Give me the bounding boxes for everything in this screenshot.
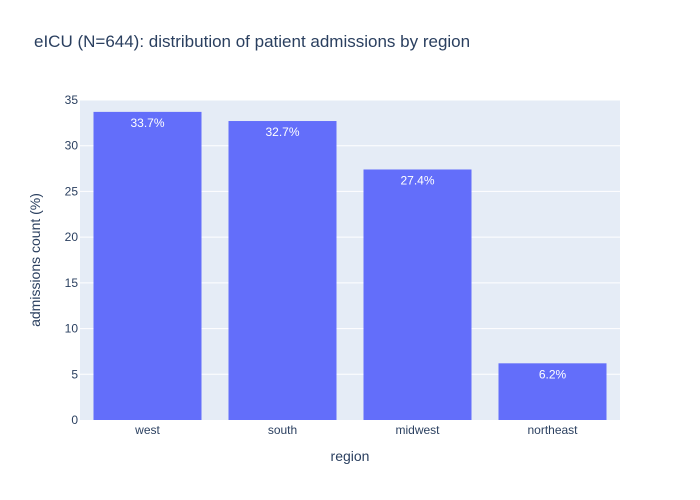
y-tick-label: 0 bbox=[71, 413, 78, 427]
y-tick-label: 20 bbox=[65, 230, 79, 244]
bar-south bbox=[228, 121, 337, 421]
x-tick-label: midwest bbox=[395, 423, 440, 437]
x-axis-title: region bbox=[331, 448, 370, 464]
bar-northeast bbox=[498, 363, 607, 420]
bar-value-label: 33.7% bbox=[130, 116, 164, 130]
y-tick-label: 5 bbox=[71, 367, 78, 381]
bars: 33.7% 32.7% 27.4% 6.2% bbox=[93, 111, 607, 421]
chart-title: eICU (N=644): distribution of patient ad… bbox=[34, 32, 471, 51]
bar-value-label: 27.4% bbox=[400, 173, 434, 187]
y-axis-title: admissions count (%) bbox=[27, 193, 43, 327]
y-tick-label: 30 bbox=[65, 139, 79, 153]
x-axis-ticks: west south midwest northeast bbox=[134, 423, 578, 437]
y-tick-label: 15 bbox=[65, 276, 79, 290]
x-tick-label: west bbox=[134, 423, 160, 437]
y-tick-label: 35 bbox=[65, 93, 79, 107]
bar-value-label: 6.2% bbox=[539, 367, 567, 381]
y-tick-label: 25 bbox=[65, 184, 79, 198]
x-tick-label: south bbox=[268, 423, 297, 437]
bar-midwest bbox=[363, 169, 472, 420]
x-tick-label: northeast bbox=[527, 423, 578, 437]
y-tick-label: 10 bbox=[65, 322, 79, 336]
bar-west bbox=[93, 111, 202, 420]
y-axis-ticks: 0 5 10 15 20 25 30 35 bbox=[65, 93, 79, 427]
bar-value-label: 32.7% bbox=[265, 125, 299, 139]
